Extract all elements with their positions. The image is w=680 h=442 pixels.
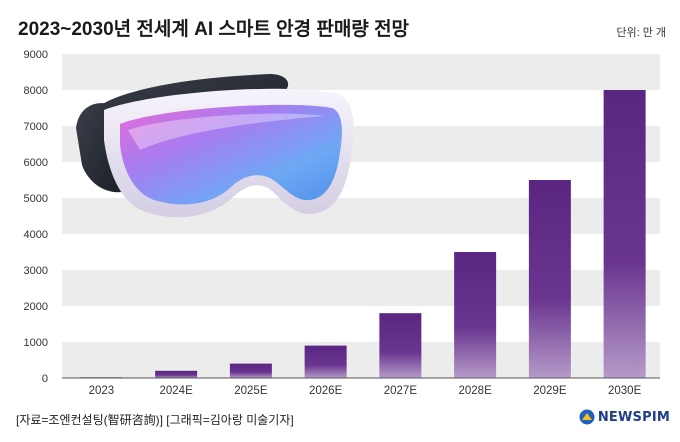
y-tick-label: 6000 [24,157,48,169]
bar-2029E [528,180,571,378]
x-tick-label: 2024E [159,385,193,397]
bar-2025E [229,363,272,378]
brand-name: NEWSPIM [597,409,670,425]
newspim-logo-icon [579,409,595,425]
x-tick-label: 2028E [458,385,492,397]
grid-band [62,54,660,90]
x-tick-label: 2025E [234,385,268,397]
bar-2030E [603,90,646,378]
smart-glasses-illustration [76,74,354,218]
x-tick-label: 2027E [384,385,418,397]
y-tick-label: 2000 [24,301,48,313]
x-tick-label: 2023 [89,385,115,397]
bar-2026E [304,345,347,378]
x-tick-label: 2026E [309,385,343,397]
brand-logo: NEWSPIM [579,409,670,425]
x-tick-label: 2030E [608,385,642,397]
y-tick-label: 3000 [24,265,48,277]
y-tick-label: 5000 [24,193,48,205]
bar-2027E [379,313,422,378]
y-tick-label: 1000 [24,337,48,349]
bar-2024E [155,370,198,378]
y-tick-label: 8000 [24,85,48,97]
source-credit: [자료=조엔컨설팅(智研咨詢)] [그래픽=김아랑 미술기자] [16,413,294,427]
chart-title: 2023~2030년 전세계 AI 스마트 안경 판매량 전망 [18,19,410,40]
unit-label: 단위: 만 개 [616,27,666,39]
y-tick-label: 4000 [24,229,48,241]
y-tick-label: 0 [42,373,48,385]
y-tick-label: 7000 [24,121,48,133]
bar-2028E [454,252,497,378]
y-tick-label: 9000 [24,49,48,61]
x-tick-label: 2029E [533,385,567,397]
